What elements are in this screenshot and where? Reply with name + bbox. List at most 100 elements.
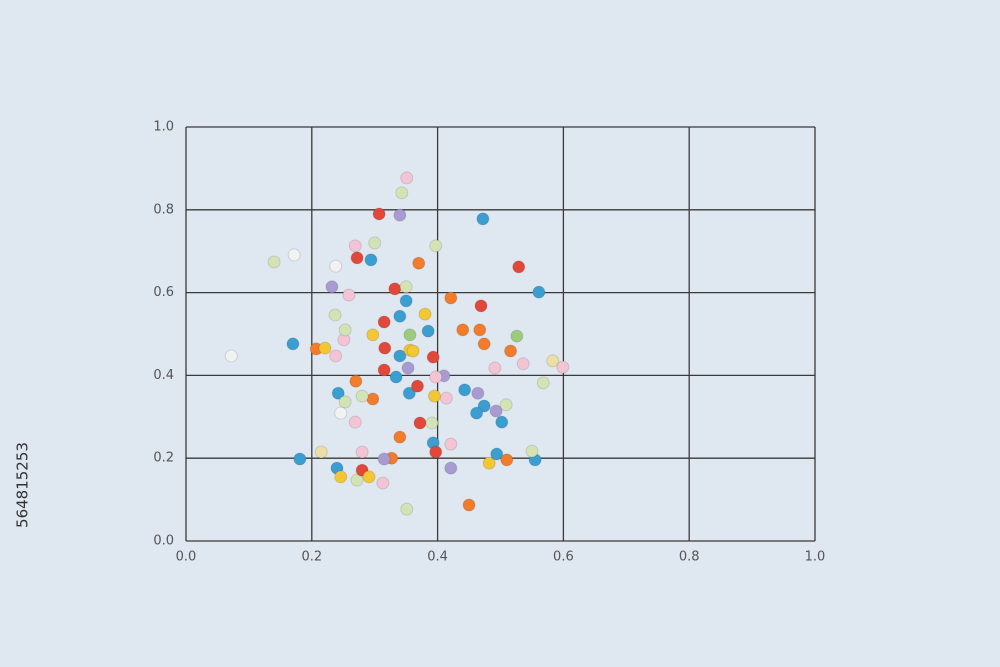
point [403, 328, 417, 342]
point [366, 392, 380, 406]
x-tick-label: 0.8 [679, 550, 700, 565]
watermark: 564815253 [14, 442, 32, 528]
point [393, 309, 407, 323]
point [504, 344, 518, 358]
point [444, 461, 458, 475]
point [334, 406, 348, 420]
point [489, 404, 503, 418]
point [329, 349, 343, 363]
point [366, 328, 380, 342]
point [355, 445, 369, 459]
point [476, 212, 490, 226]
point [393, 208, 407, 222]
point [334, 470, 348, 484]
point [410, 379, 424, 393]
point [286, 337, 300, 351]
point [378, 341, 392, 355]
point [490, 447, 504, 461]
point [314, 445, 328, 459]
point [402, 386, 416, 400]
y-tick-label: 0.0 [153, 534, 174, 549]
point [267, 255, 281, 269]
point [328, 308, 342, 322]
point [399, 280, 413, 294]
point [412, 256, 426, 270]
point [342, 288, 356, 302]
point [377, 363, 391, 377]
point [488, 361, 502, 375]
point [482, 456, 496, 470]
point [425, 416, 439, 430]
point [444, 437, 458, 451]
point [458, 383, 472, 397]
point [429, 239, 443, 253]
point [348, 415, 362, 429]
point [444, 291, 458, 305]
point [364, 253, 378, 267]
point [556, 360, 570, 374]
point [377, 315, 391, 329]
point [473, 323, 487, 337]
point [532, 285, 546, 299]
point [376, 476, 390, 490]
point [413, 416, 427, 430]
point [495, 415, 509, 429]
point [474, 299, 488, 313]
point [372, 207, 386, 221]
point [393, 430, 407, 444]
y-tick-label: 0.2 [153, 451, 174, 466]
point [350, 251, 364, 265]
point [325, 280, 339, 294]
y-tick-label: 1.0 [153, 120, 174, 135]
point [401, 361, 415, 375]
point [462, 498, 476, 512]
x-tick-label: 1.0 [805, 550, 826, 565]
x-tick-label: 0.2 [301, 550, 322, 565]
point [348, 239, 362, 253]
y-tick-label: 0.6 [153, 285, 174, 300]
point [400, 502, 414, 516]
x-tick-label: 0.4 [427, 550, 448, 565]
point [395, 186, 409, 200]
point [368, 236, 382, 250]
point [470, 406, 484, 420]
point [471, 386, 485, 400]
point [400, 171, 414, 185]
point [500, 453, 514, 467]
y-tick-label: 0.4 [153, 368, 174, 383]
point [377, 452, 391, 466]
x-tick-label: 0.0 [176, 550, 197, 565]
point [329, 259, 343, 273]
point [426, 350, 440, 364]
x-tick-label: 0.6 [553, 550, 574, 565]
point [429, 370, 443, 384]
point [510, 329, 524, 343]
point [350, 473, 364, 487]
point [427, 389, 441, 403]
point [338, 395, 352, 409]
point [389, 370, 403, 384]
point [456, 323, 470, 337]
point [525, 444, 539, 458]
point [477, 399, 491, 413]
point [546, 354, 560, 368]
point [499, 398, 513, 412]
point [536, 376, 550, 390]
point [399, 294, 413, 308]
point [512, 260, 526, 274]
y-tick-label: 0.8 [153, 202, 174, 217]
point [429, 445, 443, 459]
point [421, 324, 435, 338]
point [439, 391, 453, 405]
point [224, 349, 238, 363]
point [388, 282, 402, 296]
point [477, 337, 491, 351]
point [331, 386, 345, 400]
point [516, 357, 530, 371]
point [318, 341, 332, 355]
point [406, 344, 420, 358]
point [418, 307, 432, 321]
point [362, 470, 376, 484]
